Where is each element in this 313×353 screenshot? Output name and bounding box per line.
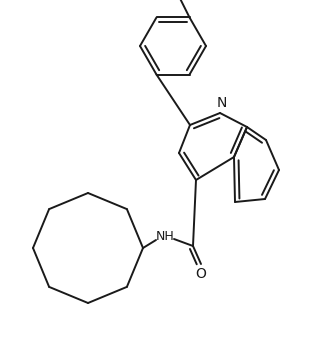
Text: N: N [217,96,227,110]
Text: NH: NH [156,229,174,243]
Text: O: O [196,267,207,281]
